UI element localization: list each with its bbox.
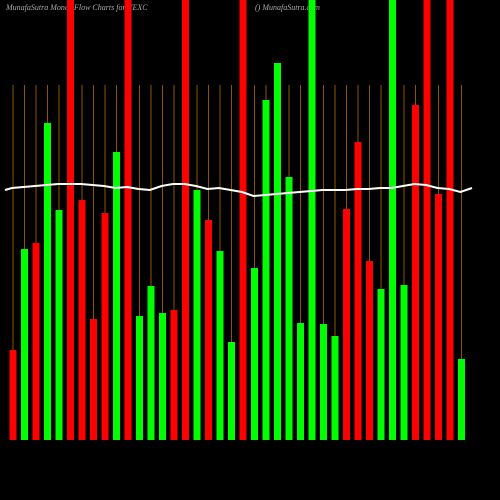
bar bbox=[308, 0, 316, 440]
bar bbox=[147, 286, 155, 440]
chart-subtitle: () MunafaSutra.com bbox=[255, 3, 320, 12]
bar bbox=[193, 190, 201, 440]
bar bbox=[343, 209, 350, 440]
bar bbox=[170, 310, 178, 440]
bar bbox=[136, 316, 143, 440]
bar bbox=[400, 285, 408, 440]
bar bbox=[113, 152, 120, 440]
bar bbox=[21, 249, 28, 440]
bar bbox=[435, 194, 442, 440]
bar bbox=[55, 210, 63, 440]
bar bbox=[67, 0, 74, 440]
chart-title: MunafaSutra Money Flow Charts for VEXC bbox=[5, 3, 148, 12]
bar bbox=[423, 0, 431, 440]
bar bbox=[228, 342, 235, 440]
bar bbox=[124, 0, 132, 440]
bar bbox=[366, 261, 373, 440]
bar bbox=[90, 319, 97, 440]
bar bbox=[239, 0, 247, 440]
bar bbox=[412, 105, 419, 440]
bar bbox=[182, 0, 189, 440]
bar bbox=[44, 123, 51, 440]
bar bbox=[446, 0, 454, 440]
bar bbox=[297, 323, 304, 440]
bar bbox=[285, 177, 293, 440]
bar bbox=[216, 251, 224, 440]
bar bbox=[389, 0, 396, 440]
money-flow-line bbox=[4, 182, 473, 198]
bar bbox=[320, 324, 327, 440]
bar bbox=[274, 63, 281, 440]
bar bbox=[331, 336, 339, 440]
bar bbox=[377, 289, 385, 440]
bar bbox=[354, 142, 362, 440]
bar bbox=[9, 350, 17, 440]
bar bbox=[32, 243, 40, 440]
bar bbox=[78, 200, 86, 440]
bar bbox=[262, 100, 270, 440]
bar bbox=[458, 359, 465, 440]
bar bbox=[251, 268, 258, 440]
bar bbox=[159, 313, 166, 440]
bar bbox=[101, 213, 109, 440]
bar bbox=[205, 220, 212, 440]
